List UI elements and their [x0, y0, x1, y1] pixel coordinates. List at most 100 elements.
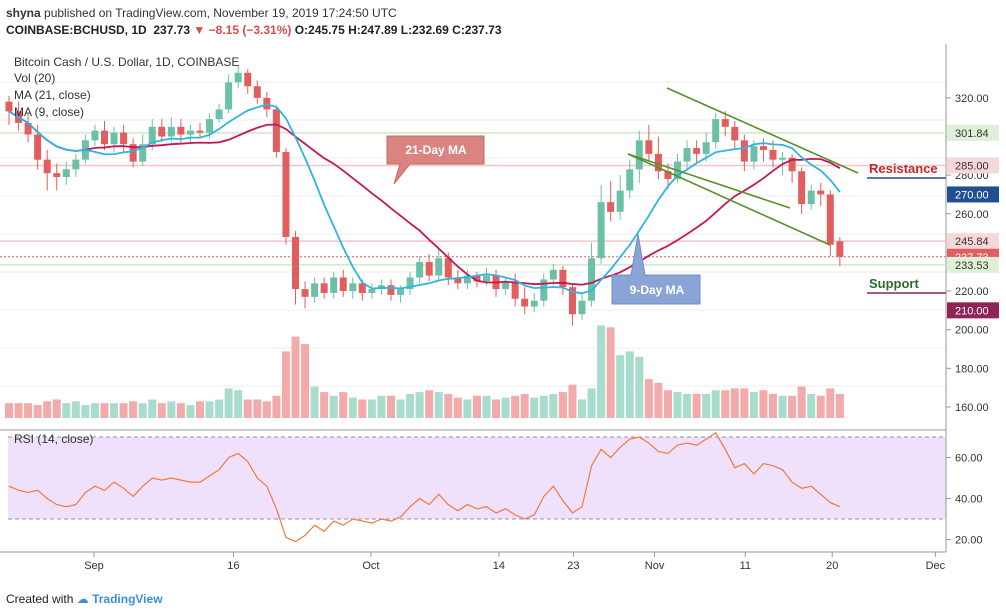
candle-body — [311, 283, 319, 297]
candle-body — [645, 140, 653, 154]
ma21-line — [8, 110, 841, 286]
volume-bar — [90, 403, 99, 418]
volume-bar — [196, 401, 204, 418]
tradingview-brand[interactable]: TradingView — [92, 592, 163, 606]
volume-bar — [463, 399, 472, 418]
time-tick-label: 23 — [567, 560, 579, 572]
candle-body — [406, 277, 414, 290]
volume-bar — [224, 388, 233, 418]
candle-body — [731, 126, 739, 141]
candle-body — [24, 122, 32, 135]
publish-info: shyna published on TradingView.com, Nove… — [6, 6, 397, 20]
candle-body — [91, 130, 99, 141]
candle-body — [43, 159, 51, 174]
rsi-tick-label: 60.00 — [955, 453, 983, 465]
rsi-tick-label: 40.00 — [955, 494, 983, 506]
volume-bars — [5, 325, 844, 418]
candle-body — [568, 287, 576, 315]
volume-bar — [778, 395, 787, 418]
volume-bar — [396, 399, 405, 418]
price-label-text: 233.53 — [955, 260, 989, 272]
candle-body — [549, 269, 557, 280]
volume-bar — [425, 390, 434, 418]
price-label-text: 270.00 — [955, 189, 989, 201]
ohlc-values: O:245.75 H:247.89 L:232.69 C:237.73 — [294, 23, 502, 37]
ma21-callout: 21-Day MA — [386, 135, 485, 185]
volume-bar — [387, 395, 395, 418]
volume-bar — [835, 393, 844, 418]
volume-bar — [367, 399, 376, 418]
volume-bar — [281, 351, 290, 418]
volume-bar — [43, 401, 52, 418]
candle-body — [798, 171, 806, 205]
support-label: Support — [869, 276, 919, 291]
volume-bar — [215, 399, 224, 418]
candle-body — [693, 148, 701, 154]
created-with-text: Created with — [6, 592, 74, 606]
volume-bar — [663, 390, 672, 418]
volume-bar — [816, 395, 825, 418]
legend-vol: Vol (20) — [14, 71, 55, 85]
volume-bar — [119, 403, 128, 418]
volume-bar — [272, 395, 281, 418]
rsi-axis: 60.00 40.00 20.00 — [946, 453, 983, 547]
publisher-name[interactable]: shyna — [6, 6, 41, 20]
price-labels: 301.84285.00270.00245.84237.73233.53210.… — [947, 124, 999, 319]
legend-rsi: RSI (14, close) — [14, 432, 93, 446]
candle-body — [416, 262, 424, 278]
legend-ma9: MA (9, close) — [14, 105, 84, 119]
candle-body — [616, 190, 624, 212]
candle-body — [721, 119, 729, 127]
legend-title: Bitcoin Cash / U.S. Dollar, 1D, COINBASE — [14, 55, 239, 69]
price-tick-label: 220.00 — [955, 286, 989, 298]
symbol-info: COINBASE:BCHUSD, 1D 237.73 ▼ −8.15 (−3.3… — [6, 23, 502, 37]
volume-bar — [644, 379, 653, 418]
volume-bar — [129, 401, 138, 418]
candles — [5, 64, 844, 326]
candle-body — [110, 132, 118, 145]
candle-body — [101, 130, 108, 145]
volume-bar — [5, 403, 13, 418]
price-tick-label: 260.00 — [955, 209, 989, 221]
candle-body — [626, 169, 634, 191]
volume-bar — [453, 397, 462, 418]
rsi-line — [8, 432, 841, 543]
candle-body — [578, 300, 586, 315]
price-label-box — [947, 256, 999, 273]
volume-bar — [138, 403, 147, 418]
candle-body — [225, 82, 233, 110]
candle-body — [759, 146, 767, 151]
candle-body — [769, 150, 777, 160]
volume-bar — [81, 405, 90, 418]
volume-bar — [406, 393, 415, 418]
footer-credit: Created with ☁ TradingView — [6, 592, 163, 606]
volume-bar — [692, 393, 701, 418]
candle-body — [5, 101, 13, 112]
down-arrow-icon: ▼ — [193, 23, 206, 37]
volume-bar — [415, 392, 424, 418]
published-text: published on TradingView.com, November 1… — [44, 6, 397, 20]
candle-body — [588, 258, 596, 301]
candle-body — [540, 279, 548, 301]
volume-bar — [434, 392, 443, 418]
time-axis: Sep 16 Oct 14 23 Nov 11 20 Dec — [84, 552, 946, 572]
candle-body — [368, 289, 376, 293]
channel-line-upper — [627, 153, 791, 209]
candle-body — [444, 258, 452, 278]
candle-body — [387, 285, 395, 295]
candle-body — [635, 140, 643, 170]
price-label-text: 301.84 — [955, 128, 989, 140]
candle-body — [740, 140, 748, 162]
price-chart[interactable]: 21-Day MA 9-Day MA Resistance Support Bi… — [0, 44, 1006, 588]
volume-bar — [444, 393, 453, 418]
volume-bar — [24, 403, 33, 418]
volume-bar — [243, 399, 252, 418]
volume-bar — [520, 393, 529, 418]
candle-body — [454, 277, 462, 284]
volume-bar — [616, 355, 625, 418]
volume-bar — [100, 403, 109, 418]
candle-body — [139, 144, 147, 162]
volume-bar — [730, 388, 739, 418]
volume-bar — [740, 388, 749, 418]
price-change: −8.15 (−3.31%) — [208, 23, 292, 37]
